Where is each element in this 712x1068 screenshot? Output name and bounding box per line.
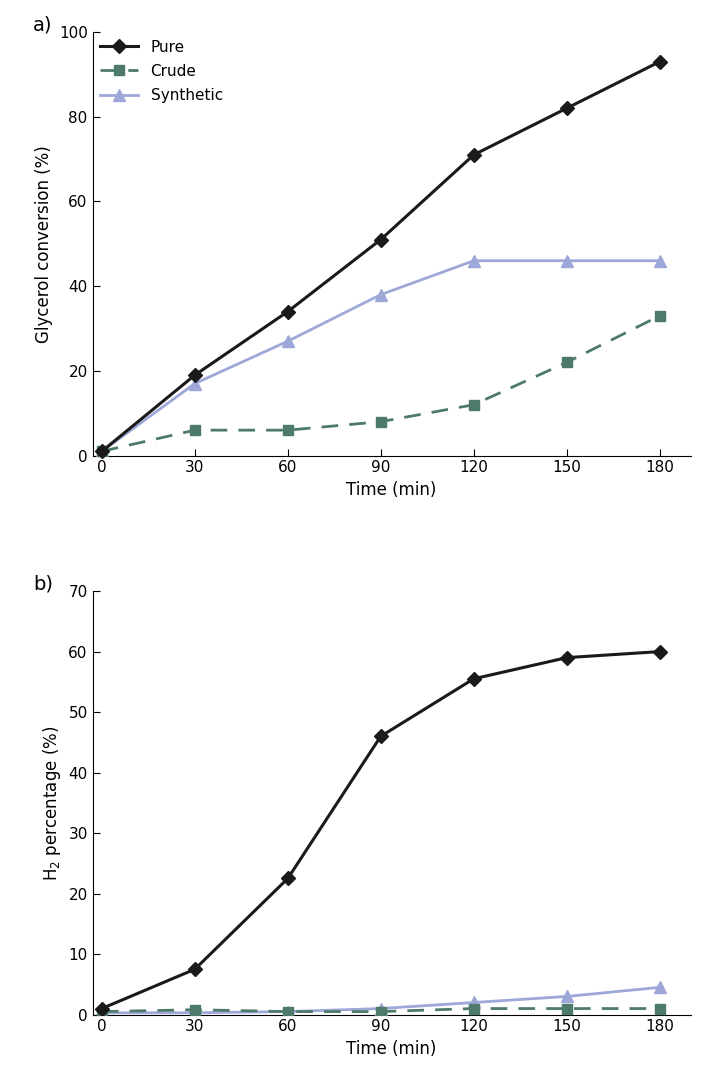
Text: b): b) — [33, 575, 53, 593]
Pure — [283, 305, 292, 318]
Synthetic — [98, 445, 106, 458]
Crude — [283, 1005, 292, 1018]
Synthetic — [562, 254, 571, 267]
Line: Crude: Crude — [97, 311, 665, 456]
Crude — [562, 1002, 571, 1015]
Pure — [655, 645, 664, 658]
Crude — [98, 445, 106, 458]
Crude — [655, 310, 664, 323]
Pure — [655, 56, 664, 68]
Synthetic — [655, 254, 664, 267]
Pure — [283, 873, 292, 885]
Pure — [377, 233, 385, 246]
Pure — [562, 101, 571, 114]
Synthetic — [469, 996, 478, 1009]
Pure — [469, 148, 478, 161]
X-axis label: Time (min): Time (min) — [347, 1040, 436, 1058]
Y-axis label: Glycerol conversion (%): Glycerol conversion (%) — [36, 145, 53, 343]
Pure — [377, 729, 385, 742]
Crude — [469, 1002, 478, 1015]
Line: Pure: Pure — [97, 647, 664, 1014]
Crude — [283, 424, 292, 437]
Synthetic — [655, 981, 664, 994]
Line: Pure: Pure — [97, 57, 664, 456]
Synthetic — [283, 1005, 292, 1018]
Crude — [191, 1003, 199, 1016]
Crude — [377, 1005, 385, 1018]
Synthetic — [98, 1006, 106, 1019]
Synthetic — [562, 990, 571, 1003]
Crude — [191, 424, 199, 437]
Legend: Pure, Crude, Synthetic: Pure, Crude, Synthetic — [100, 40, 223, 103]
Pure — [191, 368, 199, 381]
Synthetic — [377, 1002, 385, 1015]
Synthetic — [191, 377, 199, 390]
Crude — [377, 415, 385, 428]
Synthetic — [191, 1006, 199, 1019]
Synthetic — [469, 254, 478, 267]
Line: Synthetic: Synthetic — [96, 981, 665, 1019]
Pure — [469, 673, 478, 686]
Synthetic — [377, 288, 385, 301]
Crude — [562, 356, 571, 368]
Text: a): a) — [33, 15, 52, 34]
Crude — [469, 398, 478, 411]
Pure — [98, 1002, 106, 1015]
Line: Crude: Crude — [97, 1003, 665, 1017]
Crude — [98, 1005, 106, 1018]
X-axis label: Time (min): Time (min) — [347, 481, 436, 499]
Synthetic — [283, 334, 292, 347]
Pure — [191, 963, 199, 976]
Y-axis label: H$_2$ percentage (%): H$_2$ percentage (%) — [41, 725, 63, 881]
Pure — [562, 651, 571, 664]
Crude — [655, 1002, 664, 1015]
Pure — [98, 445, 106, 458]
Line: Synthetic: Synthetic — [96, 255, 665, 457]
